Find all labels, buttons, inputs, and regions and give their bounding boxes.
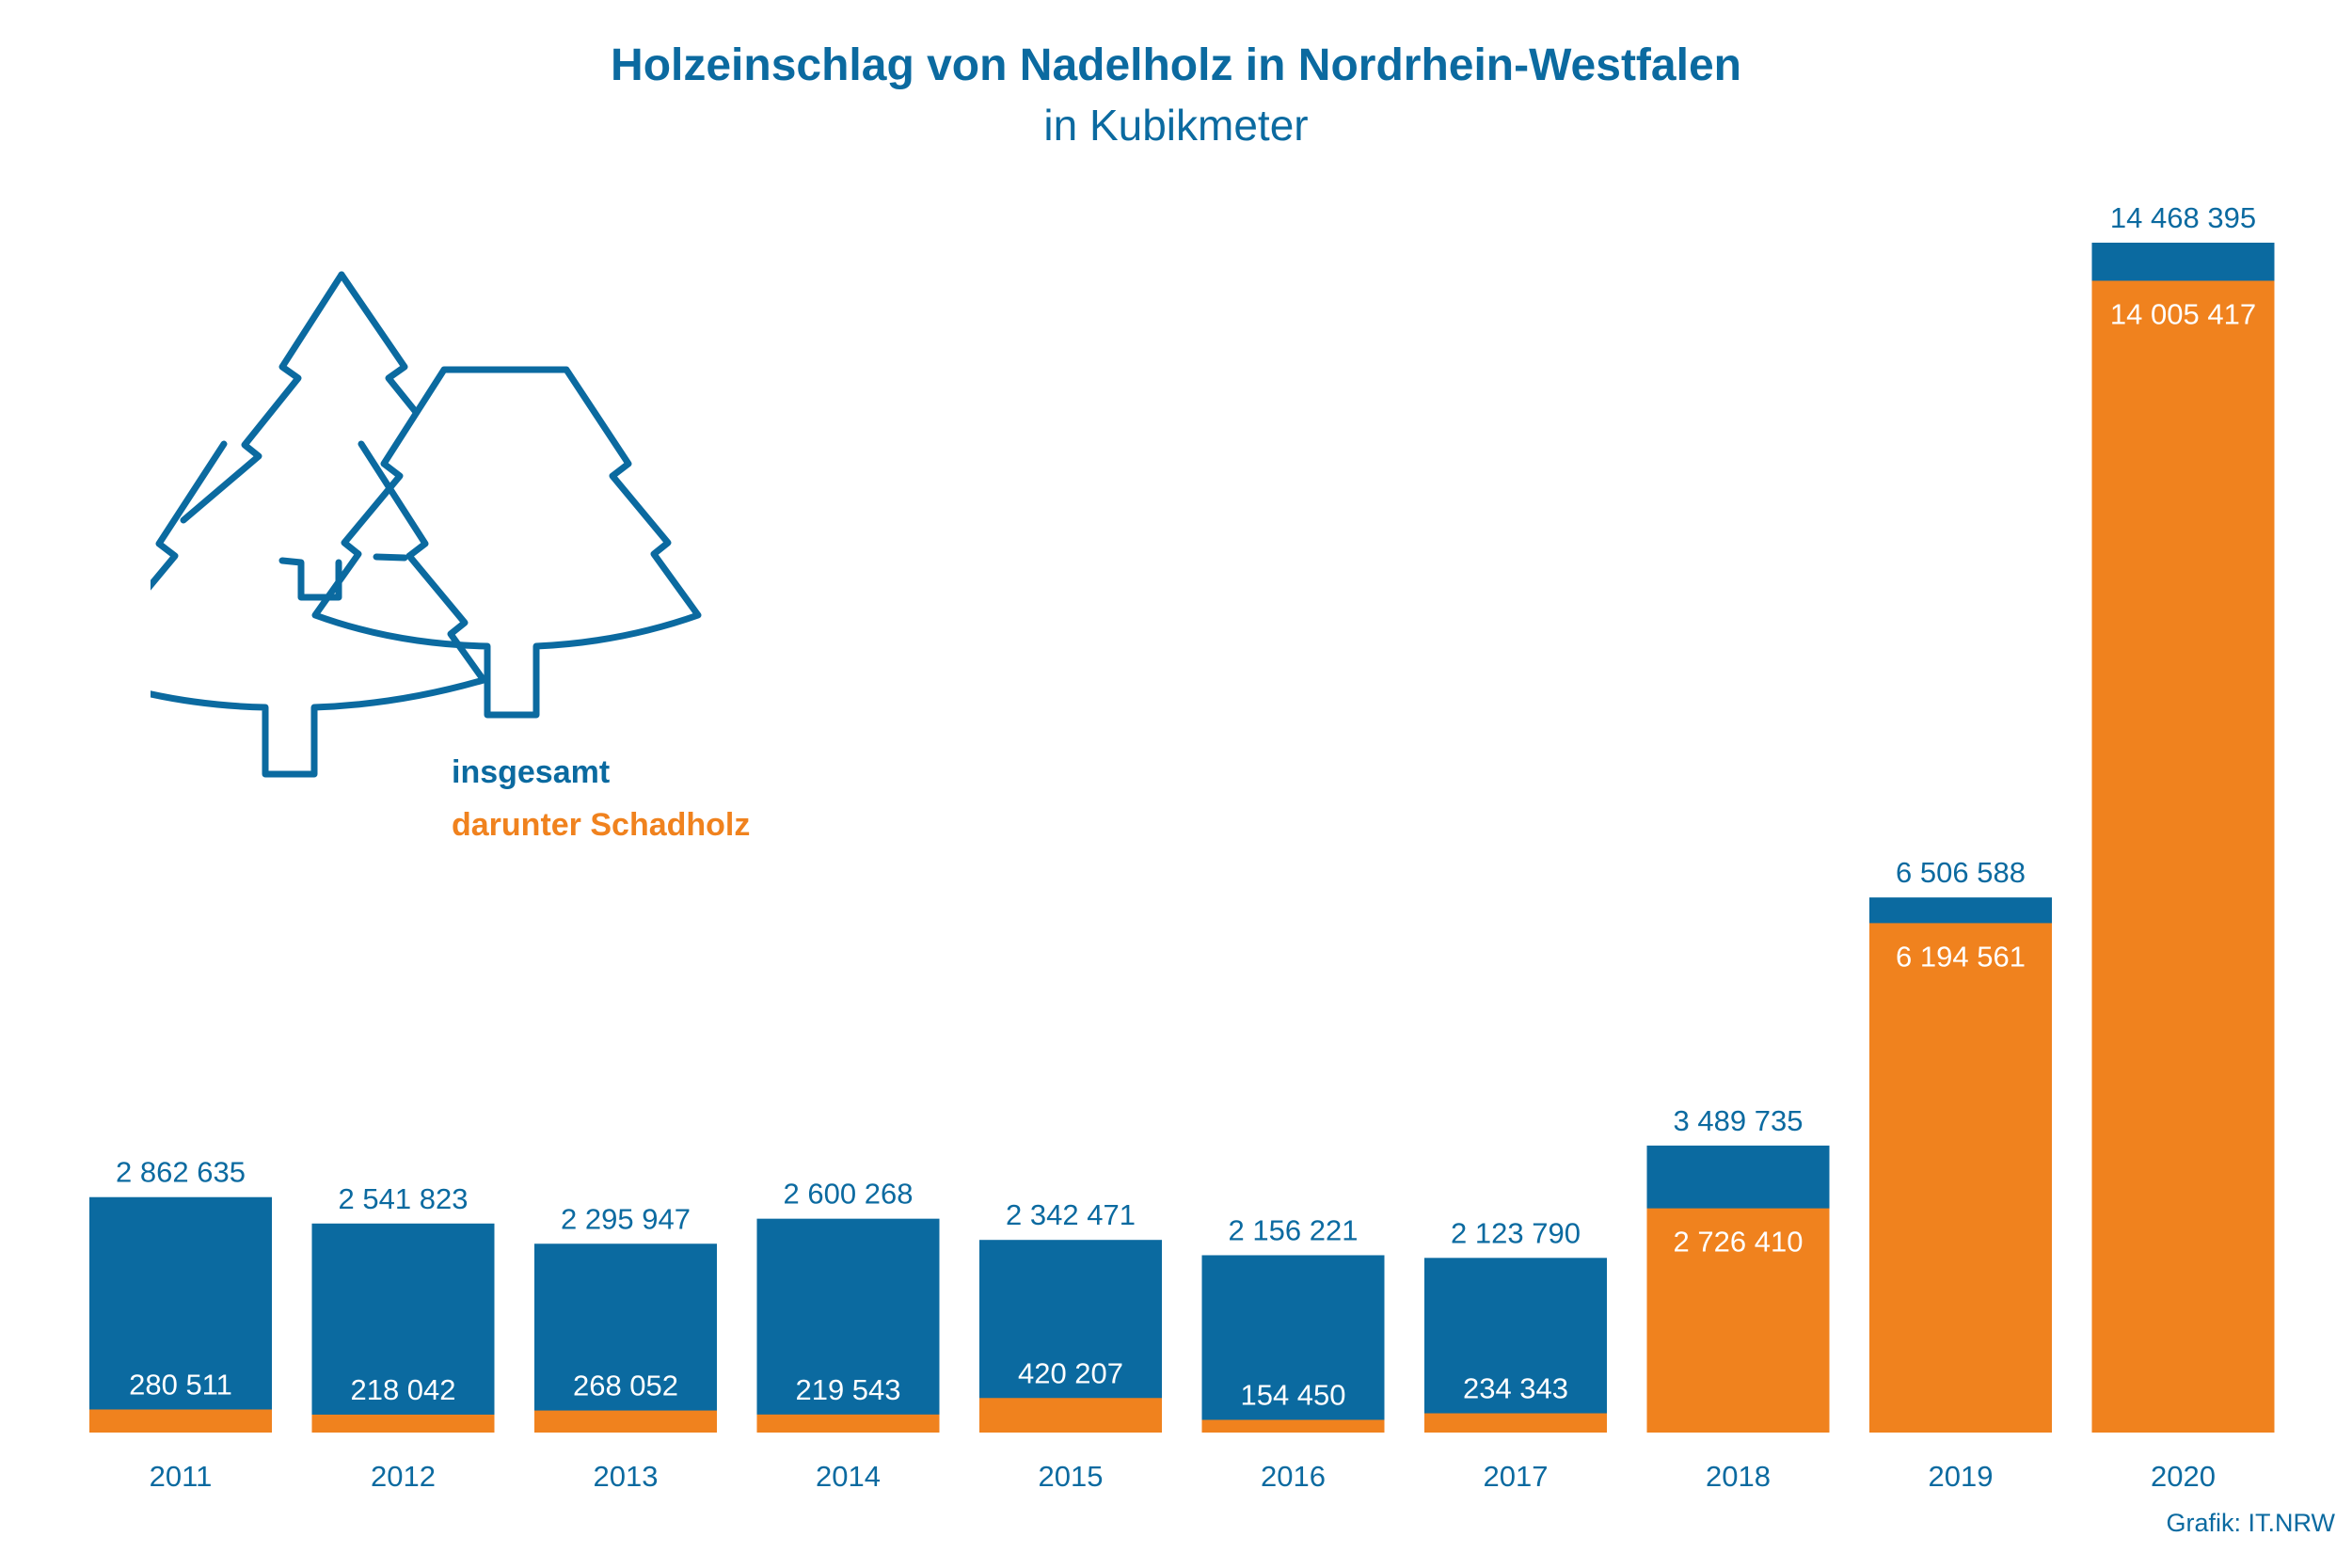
bar-damaged-2019 [1869, 923, 2052, 1433]
bar-damaged-2012 [311, 1414, 495, 1433]
data-label-total-2020: 14 468 395 [2110, 201, 2256, 234]
tick-label-2011: 2011 [150, 1460, 213, 1493]
bar-damaged-2011 [89, 1409, 272, 1433]
conifer-trees-icon [151, 271, 702, 778]
data-label-damaged-2017: 234 343 [1463, 1372, 1568, 1405]
tick-label-2017: 2017 [1484, 1460, 1549, 1493]
bar-damaged-2014 [756, 1414, 940, 1433]
bar-total-2014 [756, 1218, 940, 1433]
data-label-damaged-2011: 280 511 [129, 1368, 232, 1401]
tick-label-2013: 2013 [594, 1460, 659, 1493]
data-label-total-2018: 3 489 735 [1674, 1104, 1804, 1137]
tick-label-2019: 2019 [1929, 1460, 1994, 1493]
data-label-total-2011: 2 862 635 [116, 1156, 246, 1189]
data-label-damaged-2018: 2 726 410 [1674, 1226, 1804, 1259]
data-label-damaged-2012: 218 042 [350, 1373, 455, 1406]
tick-label-2012: 2012 [371, 1460, 436, 1493]
data-label-damaged-2016: 154 450 [1240, 1378, 1345, 1411]
data-label-total-2016: 2 156 221 [1229, 1213, 1359, 1246]
bar-total-2016 [1201, 1255, 1385, 1433]
tick-label-2018: 2018 [1706, 1460, 1771, 1493]
tick-label-2020: 2020 [2151, 1460, 2216, 1493]
bar-total-2011 [89, 1196, 272, 1433]
bar-total-2017 [1424, 1258, 1607, 1433]
tick-label-2015: 2015 [1039, 1460, 1104, 1493]
chart-subtitle: in Kubikmeter [1043, 101, 1309, 150]
tick-label-2014: 2014 [816, 1460, 881, 1493]
data-label-total-2017: 2 123 790 [1451, 1216, 1581, 1249]
data-label-total-2019: 6 506 588 [1896, 856, 2026, 889]
bar-damaged-2013 [534, 1410, 717, 1433]
data-label-damaged-2020: 14 005 417 [2110, 297, 2256, 330]
bar-damaged-2017 [1424, 1413, 1607, 1433]
bar-total-2012 [311, 1223, 495, 1433]
bar-damaged-2020 [2091, 280, 2275, 1433]
data-label-damaged-2013: 268 052 [573, 1370, 678, 1402]
data-label-total-2014: 2 600 268 [784, 1178, 914, 1211]
data-label-damaged-2014: 219 543 [795, 1373, 900, 1406]
data-label-damaged-2019: 6 194 561 [1896, 940, 2026, 973]
tick-label-2016: 2016 [1261, 1460, 1326, 1493]
source-credit: Grafik: IT.NRW [2166, 1509, 2335, 1537]
legend: insgesamt darunter Schadholz [452, 746, 750, 851]
data-label-damaged-2015: 420 207 [1018, 1356, 1123, 1389]
bar-damaged-2016 [1201, 1419, 1385, 1433]
chart-title: Holzeinschlag von Nadelholz in Nordrhein… [611, 40, 1741, 90]
bar-total-2013 [534, 1243, 717, 1433]
data-label-total-2015: 2 342 471 [1006, 1198, 1136, 1231]
bar-damaged-2015 [979, 1398, 1162, 1433]
legend-item-damaged: darunter Schadholz [452, 807, 751, 843]
bar-damaged-2018 [1646, 1208, 1830, 1433]
data-label-total-2012: 2 541 823 [339, 1182, 469, 1215]
data-label-total-2013: 2 295 947 [561, 1202, 691, 1235]
legend-item-total: insgesamt [452, 754, 611, 790]
